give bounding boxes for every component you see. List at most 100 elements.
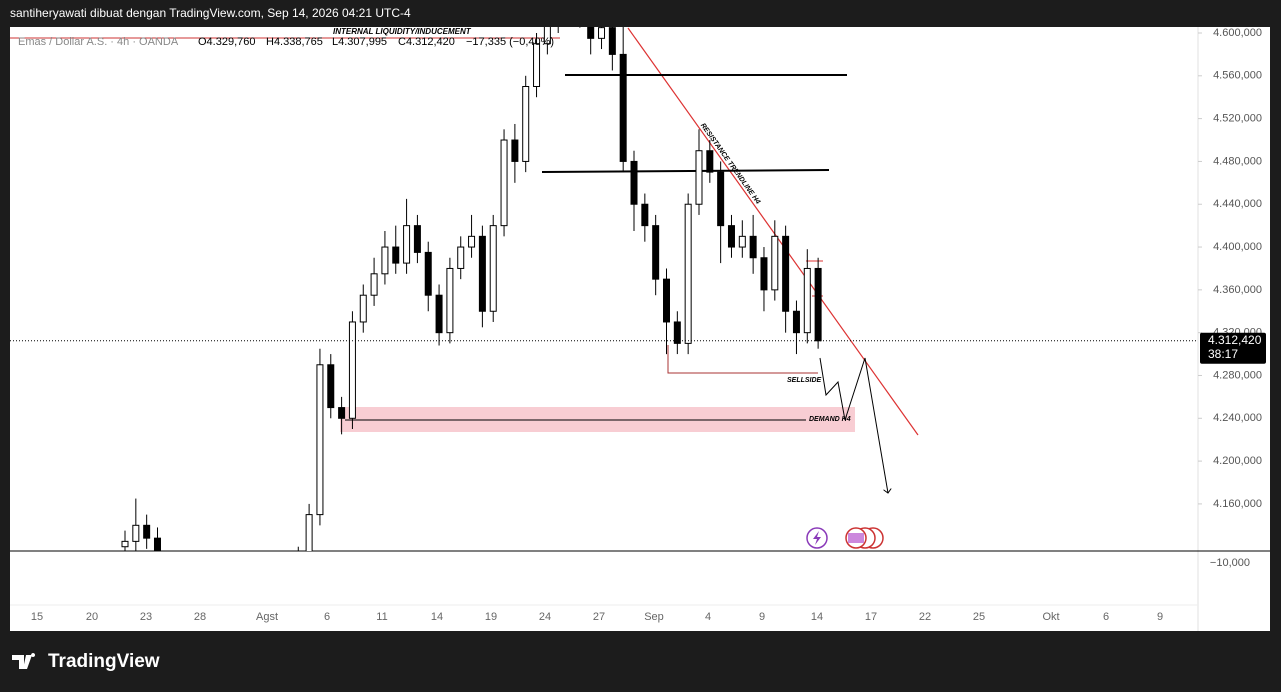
lower-pane-tick: −10,000 (1210, 557, 1250, 569)
candle-body (327, 364, 335, 409)
price-box (1200, 332, 1266, 364)
candle-body (598, 27, 606, 39)
x-tick-label: Agst (256, 611, 278, 623)
candle-body (641, 203, 649, 227)
chart-area (10, 27, 1270, 631)
candle-body (305, 514, 313, 551)
candle-body (435, 294, 443, 334)
y-tick-label: 4.160,000 (1213, 498, 1262, 510)
candle-body (619, 53, 627, 162)
candle-body (803, 267, 811, 334)
level-line (541, 169, 830, 173)
candle-body (478, 235, 486, 312)
candle-body (760, 257, 768, 291)
y-tick-label: 4.200,000 (1213, 455, 1262, 467)
y-tick-label: 4.240,000 (1213, 412, 1262, 424)
candle-body (457, 246, 465, 269)
x-tick-label: 24 (539, 611, 551, 623)
x-tick-label: 4 (705, 611, 711, 623)
x-tick-label: 27 (593, 611, 605, 623)
logo-mark (12, 653, 36, 669)
x-tick-label: 15 (31, 611, 43, 623)
candle-body (533, 43, 541, 88)
candle-body (587, 27, 595, 39)
candle-body (392, 246, 400, 264)
x-tick-label: Sep (644, 611, 664, 623)
candle-body (814, 267, 822, 342)
candle-body (727, 225, 735, 248)
candle-body (446, 267, 454, 334)
x-tick-label: 14 (811, 611, 823, 623)
candle-body (652, 225, 660, 280)
y-tick-label: 4.400,000 (1213, 241, 1262, 253)
y-tick-label: 4.520,000 (1213, 113, 1262, 125)
candle-body (684, 203, 692, 344)
candle-body (782, 235, 790, 312)
candle-body (543, 27, 551, 45)
candle-body (132, 524, 140, 542)
x-tick-label: 6 (1103, 611, 1109, 623)
change: −17,335 (−0,40%) (466, 36, 554, 48)
candle-body (608, 27, 616, 55)
annotation: SELLSIDE (787, 377, 822, 384)
y-tick-label: 4.440,000 (1213, 198, 1262, 210)
candle-body (749, 235, 757, 259)
candle-body (359, 294, 367, 323)
x-axis: 15 20 23 28 Agst 6 11 14 19 24 27 Sep 4 9 14 17 22 25 Okt 6… (31, 611, 1163, 623)
candle-body (663, 278, 670, 323)
footer: TradingView (48, 651, 160, 672)
resistance-trendline (627, 27, 919, 436)
x-tick-label: 6 (324, 611, 330, 623)
header: santiheryawati dibuat dengan TradingView… (10, 6, 411, 20)
candle-body (717, 171, 725, 227)
candle-body (738, 235, 746, 248)
candle-body (489, 225, 497, 312)
logo: TradingView (12, 651, 160, 672)
y-tick-label: 4.480,000 (1213, 155, 1262, 167)
candle-body (706, 150, 714, 173)
candle-body (121, 540, 129, 548)
countdown: 38:17 (1208, 347, 1238, 361)
candle-body (522, 86, 530, 162)
candle-body (630, 160, 638, 205)
x-tick-label: 20 (86, 611, 98, 623)
candle-body (424, 251, 432, 296)
legend: Emas / Dollar A.S. · 4h · OANDA O4.329,7… (18, 36, 554, 48)
sellside-line (667, 345, 818, 374)
candle-body (143, 524, 151, 539)
high: H4.338,765 (266, 36, 323, 48)
candle-body (153, 537, 161, 551)
candle-body (500, 139, 508, 227)
y-tick-label: 4.560,000 (1213, 70, 1262, 82)
y-tick-label: 4.360,000 (1213, 284, 1262, 296)
low: L4.307,995 (332, 36, 387, 48)
x-tick-label: 25 (973, 611, 985, 623)
candle-body (381, 246, 389, 275)
candle-body (792, 310, 800, 334)
candle-body (468, 235, 476, 248)
candle-body (403, 225, 411, 264)
x-tick-label: 19 (485, 611, 497, 623)
x-tick-label: 11 (376, 611, 387, 623)
open: O4.329,760 (198, 36, 256, 48)
candles (121, 27, 822, 551)
x-tick-label: 9 (1157, 611, 1163, 623)
symbol: Emas / Dollar A.S. · 4h · OANDA (18, 36, 179, 48)
candle-body (316, 364, 324, 516)
y-axis: 4.160,0004.200,0004.240,0004.280,0004.32… (1198, 27, 1262, 510)
projection-path (819, 357, 888, 493)
x-tick-label: Okt (1042, 611, 1059, 623)
candle-body (348, 321, 356, 419)
y-tick-label: 4.280,000 (1213, 369, 1262, 381)
x-tick-label: 17 (865, 611, 877, 623)
candle-body (511, 139, 519, 162)
annotation: INTERNAL LIQUIDITY/INDUCEMENT (333, 27, 472, 36)
y-tick-label: 4.600,000 (1213, 27, 1262, 39)
candle-body (413, 225, 421, 253)
last-price: 4.312,420 (1208, 333, 1262, 347)
x-tick-label: 14 (431, 611, 443, 623)
candle-body (673, 321, 681, 344)
candle-body (370, 273, 378, 296)
